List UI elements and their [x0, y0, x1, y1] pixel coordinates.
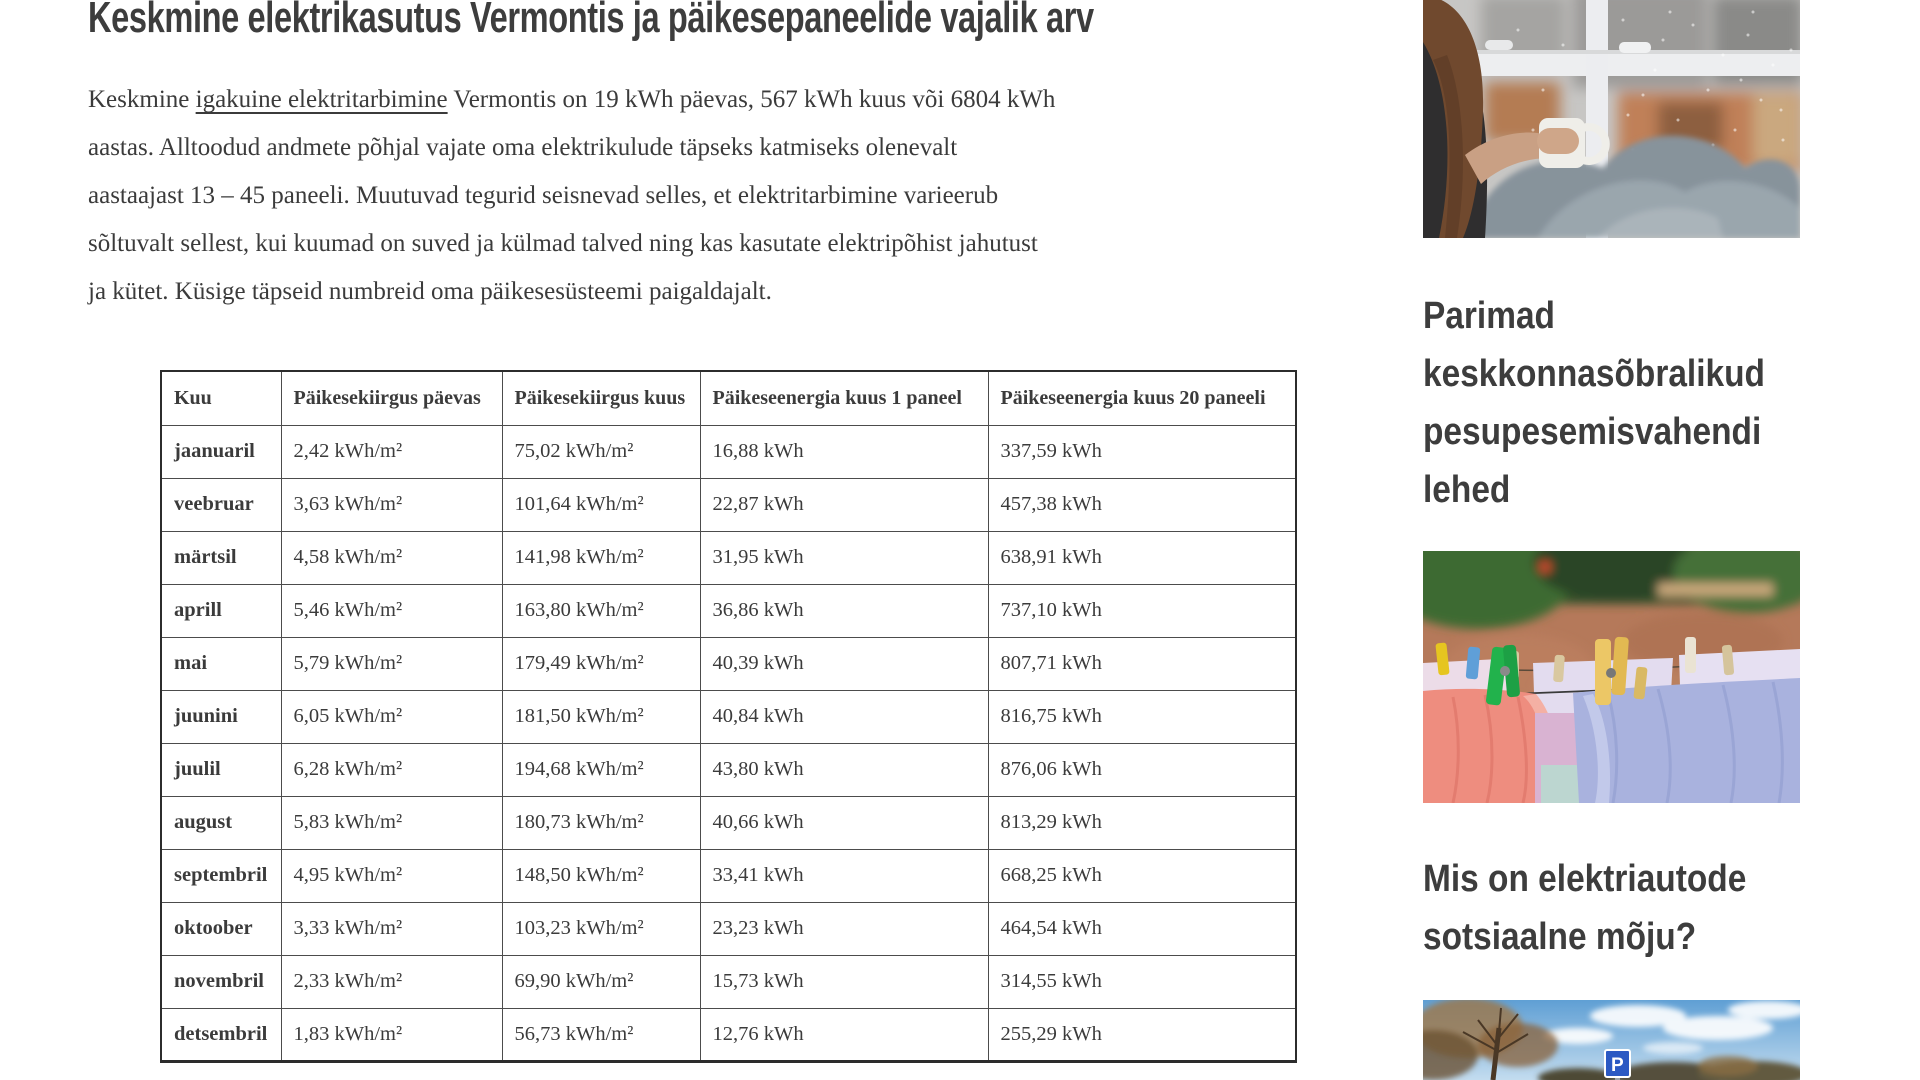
cell-1panel: 16,88 kWh — [699, 424, 989, 479]
table-header-row: Kuu Päikesekiirgus päevas Päikesekiirgus… — [160, 370, 1297, 426]
col-header-month: Kuu — [160, 370, 282, 426]
cell-1panel: 40,66 kWh — [699, 795, 989, 850]
table-row: veebruar 3,63 kWh/m² 101,64 kWh/m² 22,87… — [160, 477, 1297, 532]
cell-month: septembril — [160, 848, 282, 903]
cell-1panel: 36,86 kWh — [699, 583, 989, 638]
cell-20panels: 464,54 kWh — [987, 901, 1297, 956]
table-row: august 5,83 kWh/m² 180,73 kWh/m² 40,66 k… — [160, 795, 1297, 850]
cell-1panel: 22,87 kWh — [699, 477, 989, 532]
cell-1panel: 15,73 kWh — [699, 954, 989, 1009]
cell-20panels: 668,25 kWh — [987, 848, 1297, 903]
cell-monthly: 141,98 kWh/m² — [501, 530, 701, 585]
cell-daily: 5,46 kWh/m² — [280, 583, 503, 638]
cell-20panels: 337,59 kWh — [987, 424, 1297, 479]
cell-20panels: 816,75 kWh — [987, 689, 1297, 744]
intro-link-igakuine-elektritarbimine[interactable]: igakuine elektritarbimine — [195, 86, 448, 113]
table-row: aprill 5,46 kWh/m² 163,80 kWh/m² 36,86 k… — [160, 583, 1297, 638]
article-title: Keskmine elektrikasutus Vermontis ja päi… — [88, 0, 1094, 42]
cell-month: veebruar — [160, 477, 282, 532]
cell-20panels: 638,91 kWh — [987, 530, 1297, 585]
col-header-monthly: Päikesekiirgus kuus — [501, 370, 701, 426]
sidebar-post-title-ev-social-impact[interactable]: Mis on elektriautode sotsiaalne mõju? — [1423, 858, 1747, 958]
cell-daily: 2,33 kWh/m² — [280, 954, 503, 1009]
table-row: oktoober 3,33 kWh/m² 103,23 kWh/m² 23,23… — [160, 901, 1297, 956]
cell-monthly: 194,68 kWh/m² — [501, 742, 701, 797]
cell-20panels: 876,06 kWh — [987, 742, 1297, 797]
col-header-20panels: Päikeseenergia kuus 20 paneeli — [987, 370, 1297, 426]
cell-1panel: 31,95 kWh — [699, 530, 989, 585]
col-header-daily: Päikesekiirgus päevas — [280, 370, 503, 426]
cell-month: oktoober — [160, 901, 282, 956]
cell-daily: 6,05 kWh/m² — [280, 689, 503, 744]
cell-20panels: 314,55 kWh — [987, 954, 1297, 1009]
svg-text:P: P — [1611, 1055, 1624, 1076]
cell-month: aprill — [160, 583, 282, 638]
cell-daily: 3,63 kWh/m² — [280, 477, 503, 532]
intro-text-before-link: Keskmine — [88, 86, 196, 113]
table-row: juunini 6,05 kWh/m² 181,50 kWh/m² 40,84 … — [160, 689, 1297, 744]
cell-monthly: 56,73 kWh/m² — [501, 1007, 701, 1062]
intro-text-after-link: Vermontis on 19 kWh päevas, 567 kWh kuus… — [88, 86, 1056, 305]
rainy-window-illustration — [1423, 0, 1800, 238]
cell-1panel: 43,80 kWh — [699, 742, 989, 797]
cell-20panels: 255,29 kWh — [987, 1007, 1297, 1062]
table-row: jaanuaril 2,42 kWh/m² 75,02 kWh/m² 16,88… — [160, 424, 1297, 479]
cell-1panel: 23,23 kWh — [699, 901, 989, 956]
cell-monthly: 181,50 kWh/m² — [501, 689, 701, 744]
cell-month: märtsil — [160, 530, 282, 585]
cell-monthly: 75,02 kWh/m² — [501, 424, 701, 479]
cell-daily: 5,79 kWh/m² — [280, 636, 503, 691]
cell-monthly: 179,49 kWh/m² — [501, 636, 701, 691]
sidebar-post-thumbnail-clothesline[interactable] — [1423, 551, 1800, 803]
trees-sky-illustration: P — [1423, 1000, 1800, 1080]
cell-20panels: 813,29 kWh — [987, 795, 1297, 850]
cell-1panel: 12,76 kWh — [699, 1007, 989, 1062]
cell-20panels: 737,10 kWh — [987, 583, 1297, 638]
table-row: novembril 2,33 kWh/m² 69,90 kWh/m² 15,73… — [160, 954, 1297, 1009]
cell-daily: 4,58 kWh/m² — [280, 530, 503, 585]
cell-month: juunini — [160, 689, 282, 744]
sidebar-post-title-laundry-sheets[interactable]: Parimad keskkonnasõbralikud pesupesemisv… — [1423, 295, 1765, 511]
cell-monthly: 148,50 kWh/m² — [501, 848, 701, 903]
cell-1panel: 40,39 kWh — [699, 636, 989, 691]
cell-1panel: 33,41 kWh — [699, 848, 989, 903]
table-row: juulil 6,28 kWh/m² 194,68 kWh/m² 43,80 k… — [160, 742, 1297, 797]
sidebar: Parimad keskkonnasõbralikud pesupesemisv… — [1423, 0, 1800, 1080]
solar-energy-table: Kuu Päikesekiirgus päevas Päikesekiirgus… — [160, 370, 1297, 1063]
cell-daily: 6,28 kWh/m² — [280, 742, 503, 797]
sidebar-post-thumbnail-rainy-window[interactable] — [1423, 0, 1800, 238]
cell-month: juulil — [160, 742, 282, 797]
table-row: märtsil 4,58 kWh/m² 141,98 kWh/m² 31,95 … — [160, 530, 1297, 585]
article-intro-paragraph: Keskmine igakuine elektritarbimine Vermo… — [88, 76, 1368, 316]
cell-month: novembril — [160, 954, 282, 1009]
cell-monthly: 101,64 kWh/m² — [501, 477, 701, 532]
col-header-1panel: Päikeseenergia kuus 1 paneel — [699, 370, 989, 426]
cell-daily: 2,42 kWh/m² — [280, 424, 503, 479]
cell-month: mai — [160, 636, 282, 691]
cell-daily: 5,83 kWh/m² — [280, 795, 503, 850]
table-row: detsembril 1,83 kWh/m² 56,73 kWh/m² 12,7… — [160, 1007, 1297, 1062]
table-row: septembril 4,95 kWh/m² 148,50 kWh/m² 33,… — [160, 848, 1297, 903]
cell-20panels: 457,38 kWh — [987, 477, 1297, 532]
sidebar-post-thumbnail-parking-trees[interactable]: P — [1423, 1000, 1800, 1080]
cell-monthly: 163,80 kWh/m² — [501, 583, 701, 638]
cell-monthly: 69,90 kWh/m² — [501, 954, 701, 1009]
cell-monthly: 103,23 kWh/m² — [501, 901, 701, 956]
cell-daily: 3,33 kWh/m² — [280, 901, 503, 956]
cell-daily: 4,95 kWh/m² — [280, 848, 503, 903]
table-row: mai 5,79 kWh/m² 179,49 kWh/m² 40,39 kWh … — [160, 636, 1297, 691]
article-main-column: Keskmine elektrikasutus Vermontis ja päi… — [88, 0, 1328, 1080]
cell-20panels: 807,71 kWh — [987, 636, 1297, 691]
cell-daily: 1,83 kWh/m² — [280, 1007, 503, 1062]
cell-month: detsembril — [160, 1007, 282, 1062]
cell-month: jaanuaril — [160, 424, 282, 479]
clothesline-illustration — [1423, 551, 1800, 803]
cell-1panel: 40,84 kWh — [699, 689, 989, 744]
cell-month: august — [160, 795, 282, 850]
cell-monthly: 180,73 kWh/m² — [501, 795, 701, 850]
